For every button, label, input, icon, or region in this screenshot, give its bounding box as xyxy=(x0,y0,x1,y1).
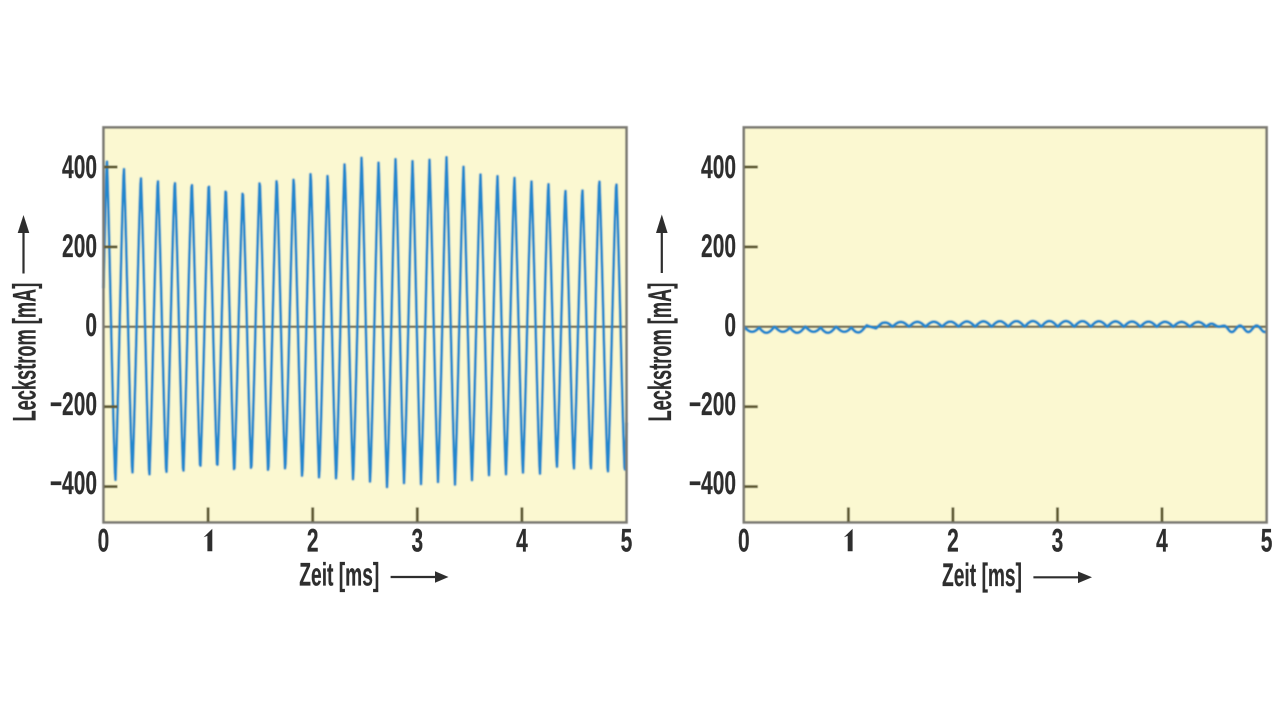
svg-text:−200: −200 xyxy=(689,387,736,422)
svg-text:Leckstrom [mA]: Leckstrom [mA] xyxy=(6,283,43,422)
svg-text:200: 200 xyxy=(701,229,736,264)
svg-text:2: 2 xyxy=(947,523,959,558)
svg-text:5: 5 xyxy=(1261,523,1273,558)
svg-text:4: 4 xyxy=(1156,523,1168,558)
svg-text:0: 0 xyxy=(85,308,97,343)
svg-text:−400: −400 xyxy=(50,466,97,501)
svg-text:5: 5 xyxy=(621,523,633,558)
svg-text:0: 0 xyxy=(738,523,750,558)
svg-text:0: 0 xyxy=(724,308,736,343)
svg-text:4: 4 xyxy=(516,523,528,558)
svg-text:−200: −200 xyxy=(50,387,97,422)
svg-text:−400: −400 xyxy=(689,466,736,501)
svg-text:Zeit [ms]: Zeit [ms] xyxy=(299,556,379,592)
svg-text:200: 200 xyxy=(62,229,97,264)
svg-text:3: 3 xyxy=(411,523,423,558)
svg-text:400: 400 xyxy=(62,150,97,185)
svg-text:2: 2 xyxy=(307,523,319,558)
svg-text:3: 3 xyxy=(1052,523,1064,558)
svg-text:0: 0 xyxy=(98,523,110,558)
svg-text:400: 400 xyxy=(701,150,736,185)
svg-text:Zeit [ms]: Zeit [ms] xyxy=(942,557,1022,593)
svg-text:Leckstrom [mA]: Leckstrom [mA] xyxy=(642,283,679,422)
